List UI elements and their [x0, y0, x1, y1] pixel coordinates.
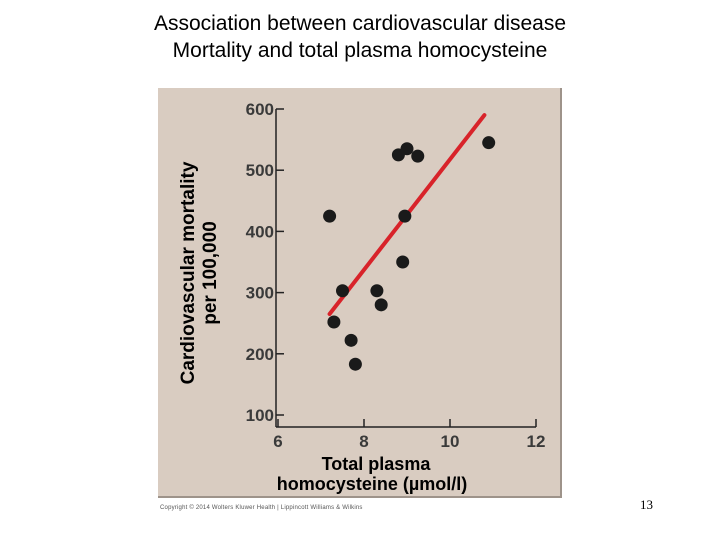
copyright-notice: Copyright © 2014 Wolters Kluwer Health |… — [160, 505, 363, 511]
slide-title: Association between cardiovascular disea… — [0, 10, 720, 64]
data-point — [374, 298, 388, 312]
data-point — [344, 333, 358, 347]
x-tick-label: 12 — [527, 432, 546, 451]
data-points — [323, 136, 496, 371]
ticks: 100 200 300 400 500 600 6 8 10 12 — [246, 100, 546, 451]
y-tick-label: 200 — [246, 345, 274, 364]
x-tick-label: 6 — [273, 432, 282, 451]
data-point — [411, 149, 425, 163]
y-tick-label: 500 — [246, 161, 274, 180]
page-number: 13 — [640, 497, 653, 512]
x-axis-label-line1: Total plasma — [322, 454, 432, 474]
y-axis-label-line2: per 100,000 — [200, 221, 221, 325]
y-tick-label: 400 — [246, 222, 274, 241]
x-tick-label: 8 — [359, 432, 368, 451]
axes — [275, 109, 536, 428]
slide-title-line2: Mortality and total plasma homocysteine — [172, 39, 548, 62]
y-tick-label: 300 — [246, 284, 274, 303]
data-point — [336, 284, 349, 298]
scatter-chart: 100 200 300 400 500 600 6 8 10 12 Cardiovascular … — [178, 100, 546, 494]
data-point — [396, 255, 410, 269]
y-tick-label: 100 — [246, 406, 274, 425]
data-point — [398, 209, 412, 223]
data-point — [482, 136, 496, 150]
slide-title-line1: Association between cardiovascular disea… — [153, 12, 567, 35]
data-point — [370, 284, 384, 298]
data-point — [323, 209, 337, 223]
x-tick-label: 10 — [441, 432, 460, 451]
data-point — [348, 357, 362, 371]
y-tick-label: 600 — [246, 100, 274, 119]
data-point — [400, 142, 414, 156]
data-point — [327, 315, 341, 329]
x-axis-label-line2: homocysteine (µmol/l) — [277, 474, 467, 494]
y-axis-label-line1: Cardiovascular mortality — [178, 161, 199, 384]
figure-panel: 100 200 300 400 500 600 6 8 10 12 Cardiovascular … — [158, 88, 562, 498]
